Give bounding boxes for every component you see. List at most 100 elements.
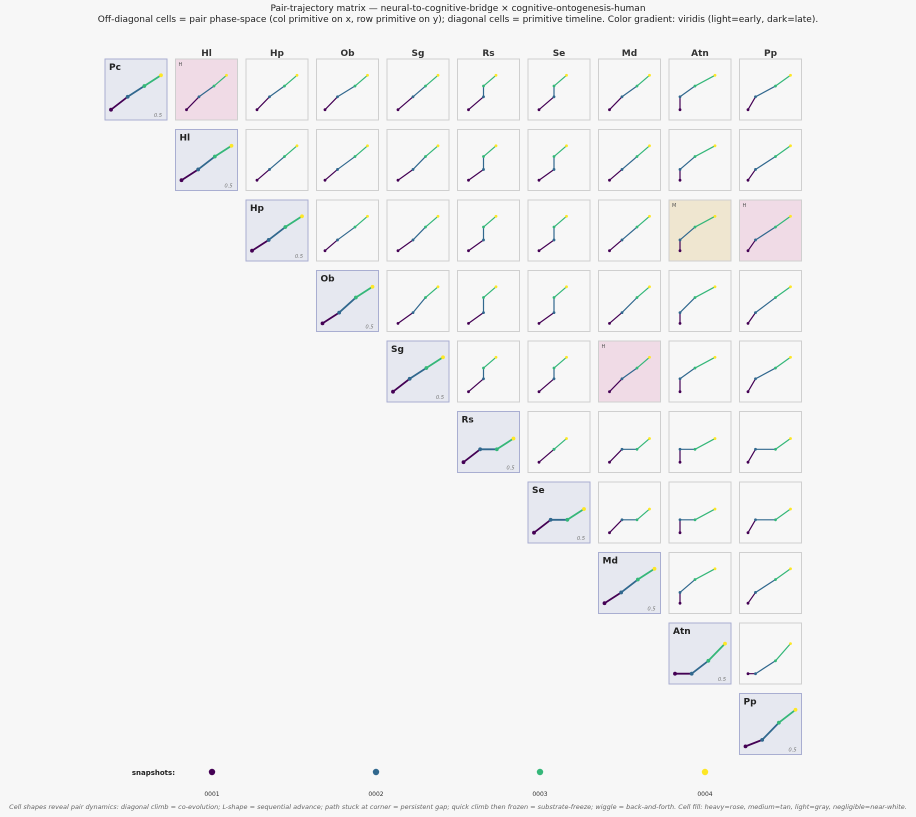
trajectory-Rs-Md-segment-1 [608,448,623,463]
trajectory-Pc-Hl-point-0001 [185,108,188,112]
trajectory-Hl-Md-segment-3 [636,145,651,158]
timeline-Pc-segment-3 [143,74,162,87]
trajectory-Ob-Sg-point-0004 [436,285,440,289]
trajectory-Hl-Hp-segment-1 [256,168,271,181]
pair-cell-Sg-Md [598,340,661,403]
trajectory-Pc-Se-point-0004 [565,73,568,77]
trajectory-Md-Atn-point-0001 [678,601,682,605]
trajectory-Md-Pp-segment-1 [747,591,757,604]
timeline-Atn-point-0002 [689,671,694,676]
legend-marker-0001 [208,768,216,776]
timeline-Md-point-0001 [602,601,607,606]
trajectory-Ob-Sg-point-0003 [424,296,427,299]
trajectory-Pc-Md-segment-3 [636,74,651,87]
trajectory-Hp-Rs-point-0004 [494,214,498,218]
pair-cell-Hl-Atn [668,129,732,191]
column-label-Se: Se [553,49,566,59]
trajectory-Se-Md-point-0002 [620,518,624,522]
trajectory-Hp-Atn-segment-3 [694,215,716,228]
trajectory-Hl-Rs-point-0001 [467,178,470,182]
column-label-Hp: Hp [270,49,285,59]
timeline-Sg-point-0004 [441,355,445,360]
trajectory-Hl-Atn-segment-2 [679,155,696,171]
pair-cell-Ob-Se [527,270,591,332]
pair-cell-Hl-Se [527,129,591,191]
legend-label-0004: 0004 [697,791,712,798]
trajectory-Hl-Md-point-0003 [635,155,639,158]
timeline-Ob-segment-1 [321,311,341,325]
legend-label-0002: 0002 [368,791,383,798]
timeline-Pc-point-0004 [159,73,163,78]
trajectory-Ob-Sg-segment-1 [397,312,414,324]
trajectory-Hp-Sg-point-0002 [411,238,415,242]
trajectory-Md-Atn-point-0004 [713,567,717,571]
diagonal-cell-Hp [245,199,309,262]
trajectory-Md-Pp-point-0004 [789,567,792,571]
trajectory-Pc-Atn-point-0001 [678,108,682,112]
trajectory-Ob-Atn-segment-3 [694,286,716,299]
trajectory-Se-Atn-point-0004 [713,507,717,511]
pair-cell-Se-Md [598,481,661,544]
trajectory-Ob-Sg-segment-3 [424,286,439,299]
trajectory-Sg-Rs-segment-3 [482,356,497,369]
cell-flag-Sg-Md: H [602,344,606,350]
trajectory-Rs-Se-segment-3 [553,437,568,450]
trajectory-Hl-Md-segment-1 [608,168,623,181]
trajectory-Pc-Rs-point-0004 [494,73,498,77]
trajectory-Rs-Md-point-0001 [608,460,611,464]
trajectory-Ob-Se-point-0003 [552,296,556,299]
diagonal-label-Se: Se [532,486,545,496]
timeline-Ob-point-0002 [337,310,342,315]
trajectory-Hp-Ob-segment-2 [336,226,356,241]
trajectory-Hp-Se-segment-1 [538,239,555,252]
timeline-Se-point-0002 [548,517,553,522]
trajectory-Pc-Ob-segment-3 [354,74,369,87]
timeline-Ob-point-0001 [320,321,325,326]
timeline-Pp-point-0002 [760,738,765,742]
timeline-Hl-point-0004 [229,143,234,148]
trajectory-Pc-Hl-point-0004 [225,73,228,77]
trajectory-Pc-Md-point-0004 [648,73,651,77]
trajectory-Pc-Sg-segment-1 [397,96,414,111]
trajectory-Ob-Rs-segment-1 [467,312,485,324]
column-label-Ob: Ob [340,49,355,59]
timeline-Pc-point-0001 [109,107,113,112]
diagonal-scale-Rs: 0.5 [507,466,515,472]
diagonal-label-Pp: Pp [744,698,758,708]
pair-cell-Se-Atn [668,481,732,544]
timeline-Sg-point-0003 [424,366,429,370]
trajectory-Pc-Hl-segment-1 [185,96,200,111]
trajectory-Se-Pp-point-0003 [774,518,777,522]
trajectory-Atn-Pp-segment-2 [754,660,777,675]
trajectory-Pc-Rs-point-0002 [482,95,485,99]
trajectory-Ob-Md-segment-2 [621,296,638,314]
trajectory-Hl-Atn-point-0002 [678,168,682,171]
trajectory-Se-Md-point-0003 [635,518,639,522]
pair-cell-Pc-Pp [739,58,802,121]
trajectory-Hp-Sg-point-0004 [436,214,440,218]
trajectory-Ob-Pp-segment-2 [754,296,777,314]
timeline-Hl-point-0001 [179,178,184,183]
diagonal-label-Sg: Sg [391,345,404,355]
diagonal-scale-Ob: 0.5 [366,325,374,331]
pair-cell-Rs-Atn [668,411,732,473]
trajectory-Hl-Ob-point-0002 [336,168,339,171]
trajectory-Hl-Rs-segment-1 [467,168,485,181]
trajectory-Ob-Se-point-0002 [552,311,556,314]
trajectory-Pc-Pp-point-0004 [789,73,792,77]
diagonal-label-Pc: Pc [109,63,121,73]
trajectory-Se-Atn-point-0001 [678,531,682,535]
trajectory-Hl-Hp-segment-3 [283,145,298,158]
trajectory-Md-Pp-point-0003 [774,578,777,581]
timeline-Pp-segment-2 [761,721,780,741]
trajectory-Ob-Md-point-0002 [620,311,624,314]
pair-cell-Ob-Md [598,270,661,332]
trajectory-Md-Atn-segment-3 [694,568,716,581]
pair-cell-Hl-Hp [245,129,309,191]
trajectory-Rs-Atn-segment-3 [694,437,716,450]
diagonal-scale-Atn: 0.5 [718,677,726,683]
trajectory-Hp-Sg-point-0001 [396,249,400,253]
trajectory-Se-Atn-segment-3 [694,508,716,521]
trajectory-Hl-Pp-point-0002 [754,168,757,171]
trajectory-Hp-Ob-point-0001 [323,249,327,253]
